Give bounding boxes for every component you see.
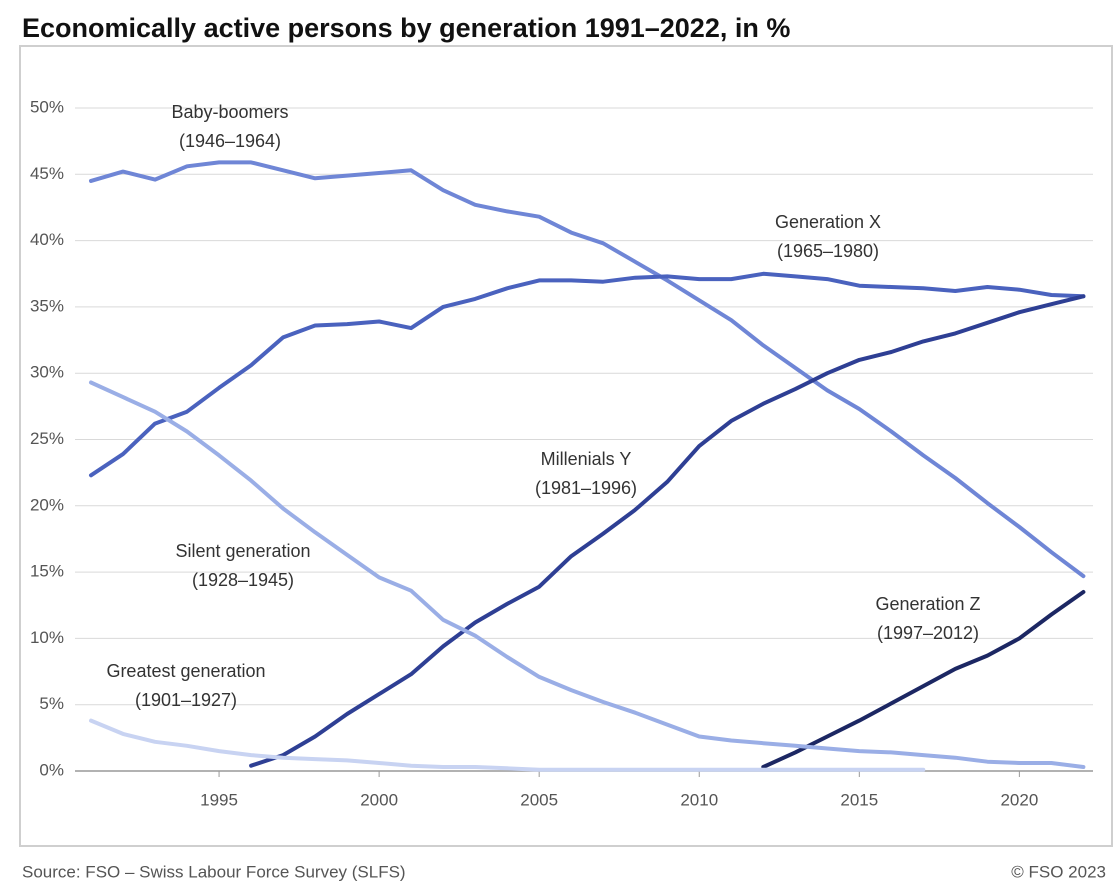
y-tick-label: 40% (30, 230, 64, 249)
series-label: Greatest generation (106, 661, 265, 681)
y-tick-label: 25% (30, 429, 64, 448)
series-line (89, 718, 926, 772)
series-label: Generation X (775, 212, 881, 232)
series-line (89, 160, 1086, 579)
series-label: Generation Z (875, 594, 980, 614)
x-tick-label: 2005 (520, 790, 558, 809)
series-period: (1946–1964) (179, 131, 281, 151)
y-tick-label: 50% (30, 97, 64, 116)
copyright: © FSO 2023 (1011, 862, 1106, 881)
series-period: (1901–1927) (135, 690, 237, 710)
x-tick-label: 2010 (680, 790, 718, 809)
y-tick-label: 5% (39, 694, 64, 713)
frame (19, 45, 1113, 847)
x-tick-label: 2000 (360, 790, 398, 809)
y-tick-label: 35% (30, 296, 64, 315)
series-period: (1928–1945) (192, 570, 294, 590)
y-tick-label: 15% (30, 562, 64, 581)
series-period: (1997–2012) (877, 623, 979, 643)
y-tick-label: 10% (30, 628, 64, 647)
series-line (761, 590, 1086, 769)
x-tick-label: 2020 (1000, 790, 1038, 809)
series-label: Silent generation (175, 541, 310, 561)
series-line (89, 271, 1086, 478)
x-tick-label: 1995 (200, 790, 238, 809)
series-line (89, 380, 1086, 769)
y-tick-label: 45% (30, 164, 64, 183)
source: Source: FSO – Swiss Labour Force Survey … (22, 862, 406, 881)
series-label: Millenials Y (541, 449, 632, 469)
series-line (249, 294, 1086, 768)
y-tick-label: 0% (39, 760, 64, 779)
chart-title: Economically active persons by generatio… (22, 13, 790, 43)
series-period: (1965–1980) (777, 241, 879, 261)
y-tick-label: 20% (30, 495, 64, 514)
series-period: (1981–1996) (535, 478, 637, 498)
x-tick-label: 2015 (840, 790, 878, 809)
y-tick-label: 30% (30, 363, 64, 382)
series-label: Baby-boomers (171, 102, 288, 122)
